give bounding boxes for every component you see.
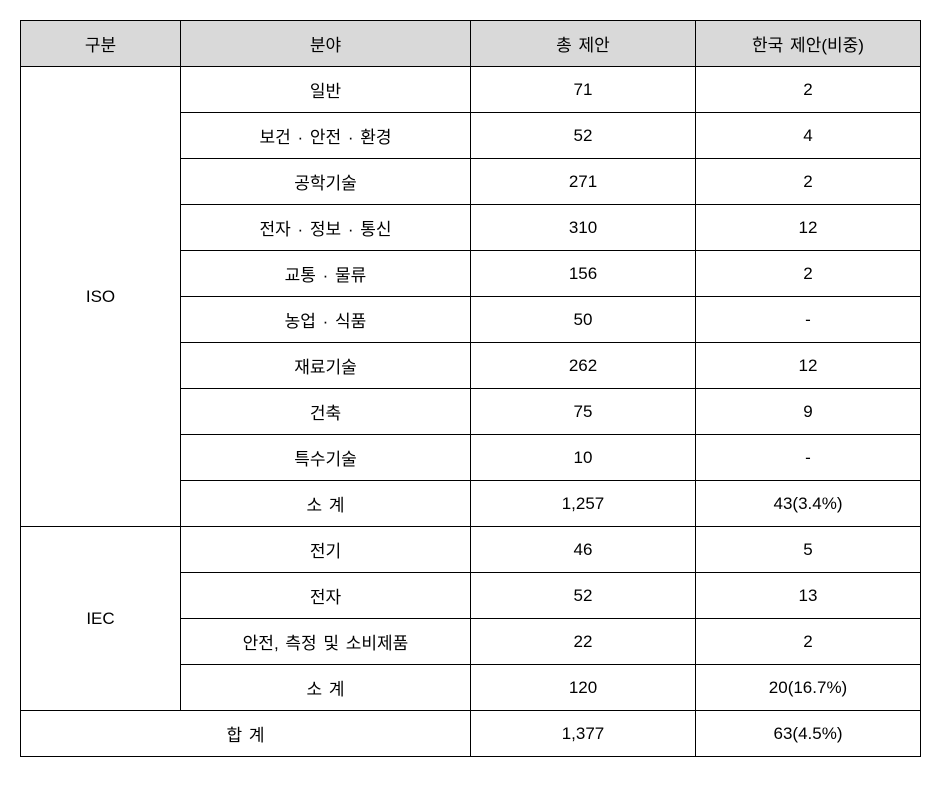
cell-korea: 9 — [696, 389, 921, 435]
cell-total: 52 — [471, 113, 696, 159]
cell-total: 1,257 — [471, 481, 696, 527]
cell-korea: - — [696, 435, 921, 481]
cell-korea: 4 — [696, 113, 921, 159]
cell-bunya: 보건 · 안전 · 환경 — [181, 113, 471, 159]
header-korea: 한국 제안(비중) — [696, 21, 921, 67]
cell-bunya: 전기 — [181, 527, 471, 573]
cell-korea: 12 — [696, 343, 921, 389]
table-row: IEC 전기 46 5 — [21, 527, 921, 573]
group-label-iec: IEC — [21, 527, 181, 711]
cell-total: 262 — [471, 343, 696, 389]
table-header-row: 구분 분야 총 제안 한국 제안(비중) — [21, 21, 921, 67]
cell-bunya: 소 계 — [181, 481, 471, 527]
cell-total: 156 — [471, 251, 696, 297]
cell-total: 50 — [471, 297, 696, 343]
cell-korea: 63(4.5%) — [696, 711, 921, 757]
cell-bunya: 재료기술 — [181, 343, 471, 389]
cell-korea: 43(3.4%) — [696, 481, 921, 527]
cell-bunya: 특수기술 — [181, 435, 471, 481]
cell-total: 22 — [471, 619, 696, 665]
cell-korea: 5 — [696, 527, 921, 573]
cell-total: 120 — [471, 665, 696, 711]
cell-bunya: 농업 · 식품 — [181, 297, 471, 343]
header-total: 총 제안 — [471, 21, 696, 67]
cell-total: 75 — [471, 389, 696, 435]
cell-total-label: 합 계 — [21, 711, 471, 757]
cell-bunya: 전자 · 정보 · 통신 — [181, 205, 471, 251]
cell-bunya: 건축 — [181, 389, 471, 435]
cell-korea: 13 — [696, 573, 921, 619]
table-row: ISO 일반 71 2 — [21, 67, 921, 113]
cell-bunya: 안전, 측정 및 소비제품 — [181, 619, 471, 665]
cell-korea: - — [696, 297, 921, 343]
cell-total: 10 — [471, 435, 696, 481]
cell-bunya: 전자 — [181, 573, 471, 619]
proposal-table: 구분 분야 총 제안 한국 제안(비중) ISO 일반 71 2 보건 · 안전… — [20, 20, 921, 757]
header-gubun: 구분 — [21, 21, 181, 67]
cell-total: 52 — [471, 573, 696, 619]
cell-korea: 2 — [696, 67, 921, 113]
cell-total: 46 — [471, 527, 696, 573]
cell-bunya: 교통 · 물류 — [181, 251, 471, 297]
cell-korea: 2 — [696, 251, 921, 297]
cell-total: 1,377 — [471, 711, 696, 757]
cell-bunya: 소 계 — [181, 665, 471, 711]
grand-total-row: 합 계 1,377 63(4.5%) — [21, 711, 921, 757]
cell-korea: 2 — [696, 159, 921, 205]
cell-total: 310 — [471, 205, 696, 251]
cell-korea: 12 — [696, 205, 921, 251]
cell-bunya: 일반 — [181, 67, 471, 113]
cell-bunya: 공학기술 — [181, 159, 471, 205]
cell-total: 71 — [471, 67, 696, 113]
cell-korea: 2 — [696, 619, 921, 665]
table-body: ISO 일반 71 2 보건 · 안전 · 환경 52 4 공학기술 271 2… — [21, 67, 921, 757]
header-bunya: 분야 — [181, 21, 471, 67]
cell-korea: 20(16.7%) — [696, 665, 921, 711]
group-label-iso: ISO — [21, 67, 181, 527]
cell-total: 271 — [471, 159, 696, 205]
